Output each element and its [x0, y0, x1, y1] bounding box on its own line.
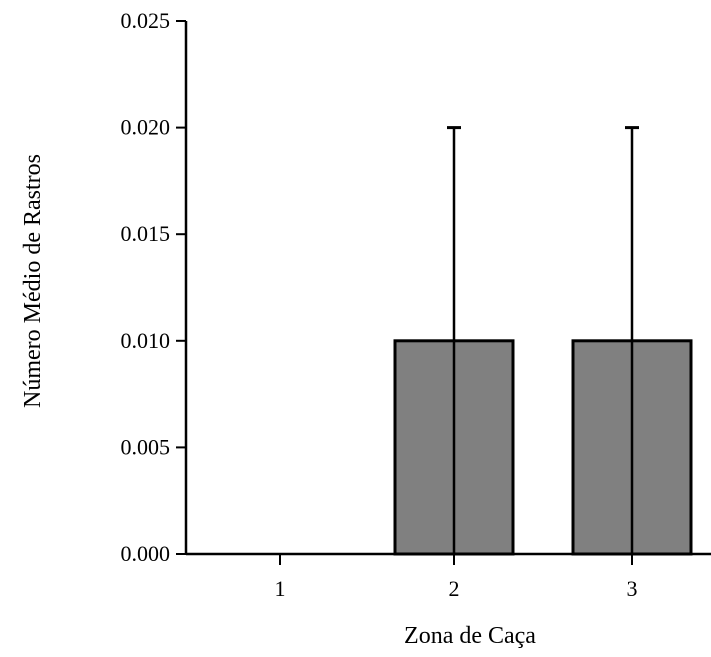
y-tick-label: 0.020 — [121, 115, 171, 140]
plot-area — [393, 126, 693, 556]
x-tick-label: 1 — [275, 576, 286, 601]
y-tick-label: 0.025 — [121, 8, 171, 33]
y-axis: 0.000 0.005 0.010 0.015 0.020 0.025 — [121, 8, 188, 566]
x-tick-label: 2 — [449, 576, 460, 601]
y-tick-label: 0.010 — [121, 328, 171, 353]
y-tick-label: 0.005 — [121, 434, 171, 459]
y-tick-label: 0.015 — [121, 221, 171, 246]
x-axis: 1 2 3 — [186, 552, 711, 601]
x-tick-label: 3 — [627, 576, 638, 601]
y-axis-title: Número Médio de Rastros — [20, 154, 46, 408]
x-axis-title: Zona de Caça — [404, 623, 536, 649]
y-tick-label: 0.000 — [121, 541, 171, 566]
